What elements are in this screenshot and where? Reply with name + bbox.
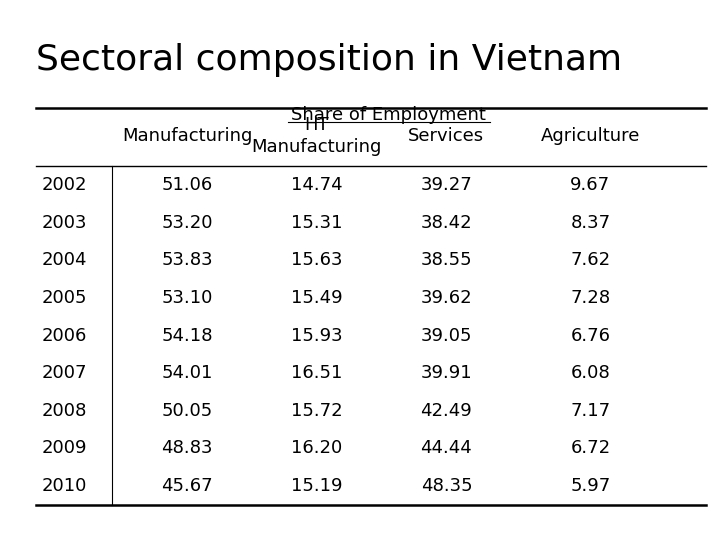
Text: 15.31: 15.31 [291,214,343,232]
Text: 6.76: 6.76 [570,327,611,345]
Text: Share of Employment: Share of Employment [292,106,486,124]
Text: HT
Manufacturing: HT Manufacturing [251,116,382,156]
Text: 44.44: 44.44 [420,440,472,457]
Text: 2003: 2003 [42,214,88,232]
Text: Agriculture: Agriculture [541,127,640,145]
Text: 2006: 2006 [42,327,88,345]
Text: 2009: 2009 [42,440,88,457]
Text: 48.83: 48.83 [161,440,213,457]
Text: 39.91: 39.91 [420,364,472,382]
Text: Services: Services [408,127,485,145]
Text: 16.51: 16.51 [291,364,343,382]
Text: 53.10: 53.10 [161,289,213,307]
Text: 15.49: 15.49 [291,289,343,307]
Text: 15.63: 15.63 [291,252,343,269]
Text: 2005: 2005 [42,289,88,307]
Text: 45.67: 45.67 [161,477,213,495]
Text: 2007: 2007 [42,364,88,382]
Text: 15.93: 15.93 [291,327,343,345]
Text: 42.49: 42.49 [420,402,472,420]
Text: 9.67: 9.67 [570,176,611,194]
Text: 2004: 2004 [42,252,88,269]
Text: 6.08: 6.08 [570,364,611,382]
Text: 54.18: 54.18 [161,327,213,345]
Text: 39.05: 39.05 [420,327,472,345]
Text: 7.17: 7.17 [570,402,611,420]
Text: 51.06: 51.06 [161,176,213,194]
Text: 48.35: 48.35 [420,477,472,495]
Text: 50.05: 50.05 [161,402,213,420]
Text: 5.97: 5.97 [570,477,611,495]
Text: 2002: 2002 [42,176,88,194]
Text: Sectoral composition in Vietnam: Sectoral composition in Vietnam [36,43,622,77]
Text: 15.19: 15.19 [291,477,343,495]
Text: 6.72: 6.72 [570,440,611,457]
Text: 14.74: 14.74 [291,176,343,194]
Text: 16.20: 16.20 [291,440,343,457]
Text: 39.62: 39.62 [420,289,472,307]
Text: 8.37: 8.37 [570,214,611,232]
Text: 2010: 2010 [42,477,88,495]
Text: 7.62: 7.62 [570,252,611,269]
Text: 53.83: 53.83 [161,252,213,269]
Text: 7.28: 7.28 [570,289,611,307]
Text: 53.20: 53.20 [161,214,213,232]
Text: 2008: 2008 [42,402,88,420]
Text: 38.42: 38.42 [420,214,472,232]
Text: 38.55: 38.55 [420,252,472,269]
Text: 39.27: 39.27 [420,176,472,194]
Text: 15.72: 15.72 [291,402,343,420]
Text: 54.01: 54.01 [161,364,213,382]
Text: Manufacturing: Manufacturing [122,127,253,145]
